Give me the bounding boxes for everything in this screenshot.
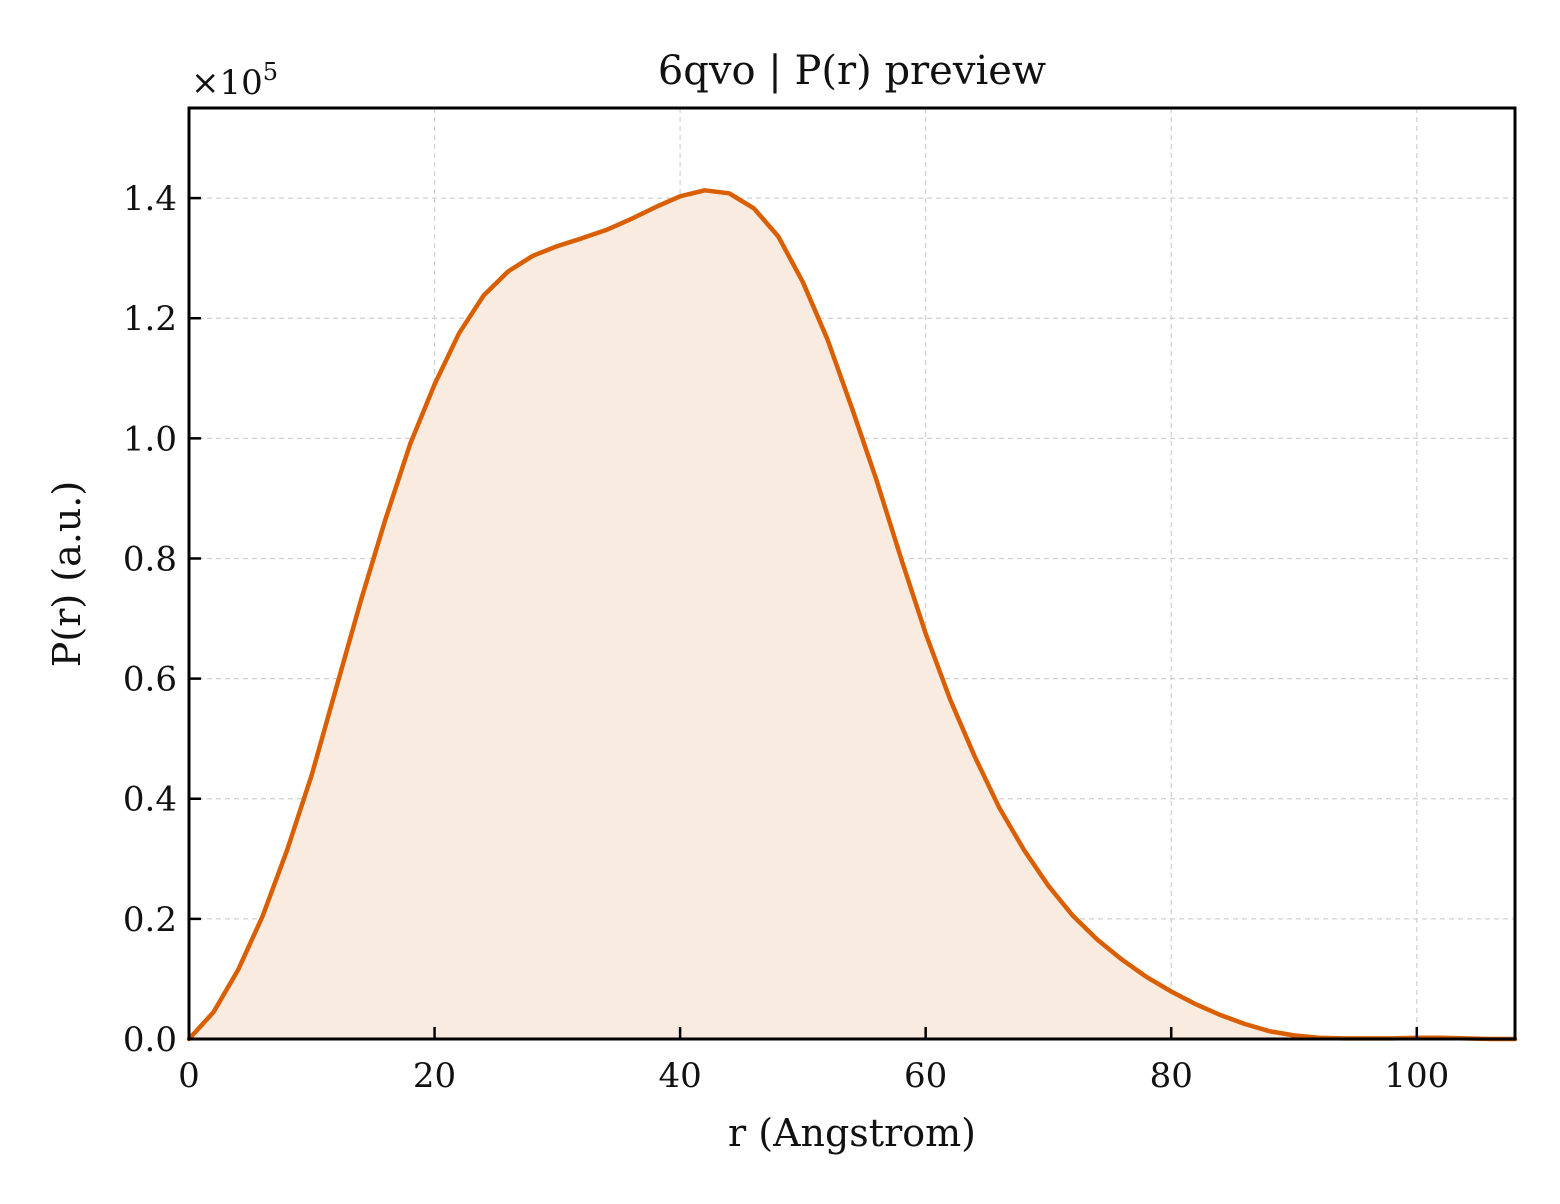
y-tick-label: 0.4 (123, 780, 177, 820)
y-tick-label: 0.0 (123, 1020, 177, 1060)
x-tick-label: 40 (658, 1056, 701, 1096)
y-tick-label: 0.8 (123, 539, 177, 579)
y-tick-label: 0.2 (123, 900, 177, 940)
x-tick-label: 20 (413, 1056, 456, 1096)
x-tick-label: 60 (904, 1056, 947, 1096)
x-tick-label: 100 (1384, 1056, 1449, 1096)
tick-layer: 0 20 40 60 80 100 0.0 0.2 0.4 0.6 0.8 1.0 1.2 1.4 (123, 179, 1449, 1096)
y-axis-label: P(r) (a.u.) (45, 481, 89, 667)
y-tick-label: 1.4 (123, 179, 177, 219)
y-tick-label: 1.2 (123, 299, 177, 339)
pr-series-line (186, 188, 1518, 1042)
y-multiplier-base: ×10 (191, 63, 263, 103)
pr-area-fill (189, 190, 1515, 1040)
chart-title: 6qvo | P(r) preview (658, 48, 1046, 94)
y-tick-label: 1.0 (123, 419, 177, 459)
x-tick-label: 80 (1150, 1056, 1193, 1096)
x-tick-label: 0 (178, 1056, 200, 1096)
y-multiplier-exponent: 5 (263, 58, 278, 86)
plot-frame (187, 106, 1517, 1041)
y-tick-label: 0.6 (123, 660, 177, 700)
x-axis-label: r (Angstrom) (728, 1111, 976, 1155)
y-axis-multiplier: ×105 (191, 58, 278, 103)
